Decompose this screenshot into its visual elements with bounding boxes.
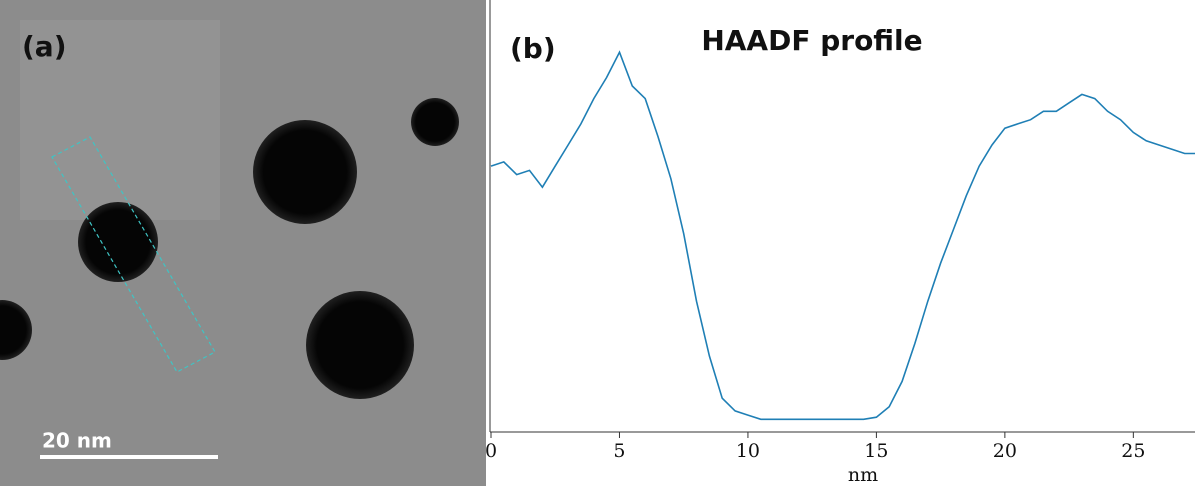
particle xyxy=(306,291,414,399)
profile-line xyxy=(490,50,1195,421)
x-tick-label: 15 xyxy=(864,440,888,462)
panel-label: (a) xyxy=(22,30,67,63)
x-tick-label: 5 xyxy=(613,440,625,462)
image-shade xyxy=(20,20,220,220)
x-axis-label: nm xyxy=(848,464,878,486)
x-tick-label: 10 xyxy=(736,440,760,462)
x-tick-label: 20 xyxy=(993,440,1017,462)
scale-bar xyxy=(40,455,218,459)
chart-title: HAADF profile xyxy=(701,24,922,57)
x-tick-label: 0 xyxy=(485,440,497,462)
scale-bar-label: 20 nm xyxy=(42,429,112,453)
x-tick-label: 25 xyxy=(1121,440,1145,462)
particle xyxy=(411,98,459,146)
particle xyxy=(0,300,32,360)
tem-image: (a) 20 nm xyxy=(0,0,486,486)
particle xyxy=(78,202,158,282)
profile-box xyxy=(51,136,216,373)
particle xyxy=(253,120,357,224)
panel-label: (b) xyxy=(510,32,556,65)
